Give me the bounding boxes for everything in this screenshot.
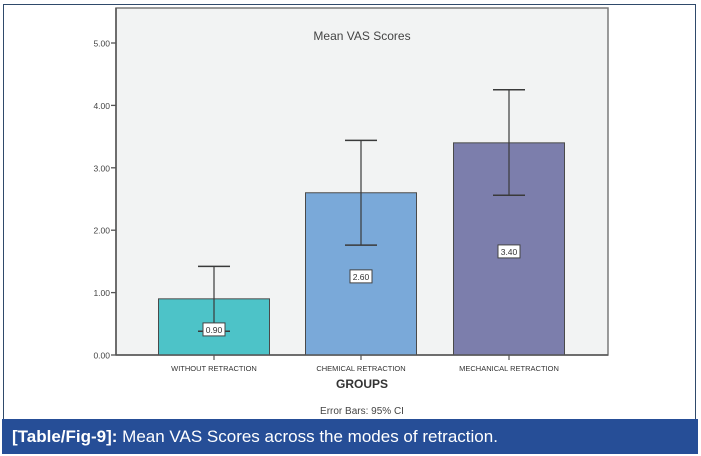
y-tick-label: 1.00 — [93, 288, 110, 298]
data-label: 3.40 — [501, 247, 518, 257]
data-label: 2.60 — [353, 272, 370, 282]
bar-chart: Mean VAS Scores 0.00 1.00 2.00 3.00 4.00 5.00… — [93, 7, 609, 417]
caption-text: Mean VAS Scores across the modes of retr… — [117, 427, 498, 446]
bars: 0.90 2.60 3.40 — [158, 89, 565, 356]
y-tick-label: 2.00 — [93, 226, 110, 236]
y-tick-label: 0.00 — [93, 351, 110, 361]
x-tick-label: WITHOUT RETRACTION — [171, 364, 257, 373]
x-axis: WITHOUT RETRACTION CHEMICAL RETRACTION MEC… — [116, 354, 608, 373]
caption-label: [Table/Fig-9]: — [12, 427, 118, 446]
figure-caption: [Table/Fig-9]: Mean VAS Scores across th… — [2, 419, 698, 454]
x-axis-title: GROUPS — [336, 377, 388, 391]
y-tick-label: 3.00 — [93, 163, 110, 173]
chart-title: Mean VAS Scores — [313, 29, 410, 43]
x-tick-label: MECHANICAL RETRACTION — [459, 364, 559, 373]
data-label-box — [202, 322, 226, 337]
y-axis: 0.00 1.00 2.00 3.00 4.00 5.00 — [93, 8, 117, 361]
error-bars-note: Error Bars: 95% CI — [320, 406, 404, 417]
data-label: 0.90 — [206, 325, 223, 335]
y-tick-label: 5.00 — [93, 39, 110, 49]
data-label-box — [349, 269, 373, 284]
y-tick-label: 4.00 — [93, 101, 110, 111]
data-label-box — [497, 244, 521, 259]
x-tick-label: CHEMICAL RETRACTION — [316, 364, 405, 373]
